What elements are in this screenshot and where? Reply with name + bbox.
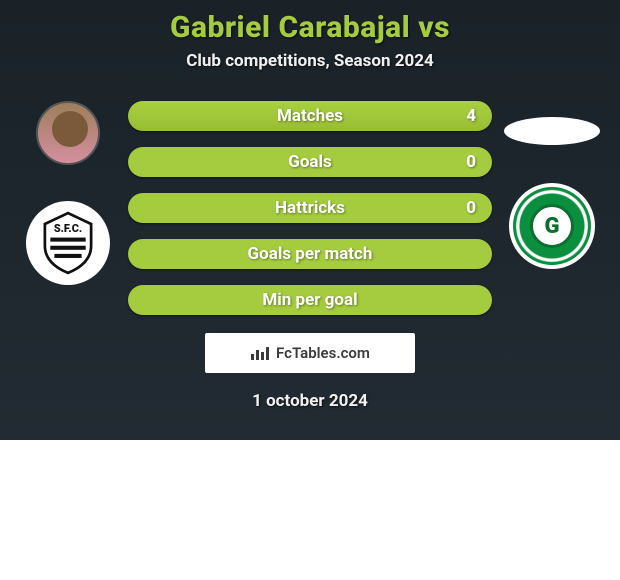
page-subtitle: Club competitions, Season 2024 <box>0 51 620 71</box>
player-avatar-right <box>504 117 600 145</box>
right-side: G <box>492 101 612 315</box>
goias-crest-icon: G <box>530 204 574 248</box>
bar-value: 4 <box>466 106 476 126</box>
player-avatar-left <box>36 101 100 165</box>
bar-label: Min per goal <box>262 290 357 310</box>
bar-value: 0 <box>466 198 476 218</box>
bar-row-goals: Goals 0 <box>128 147 492 177</box>
stat-bars: Matches 4 Goals 0 Hattricks 0 Goals per … <box>128 101 492 315</box>
svg-text:S.F.C.: S.F.C. <box>54 222 82 235</box>
bar-goals: Goals 0 <box>128 147 492 177</box>
bar-value: 0 <box>466 152 476 172</box>
bar-row-gpm: Goals per match <box>128 239 492 269</box>
watermark: FcTables.com <box>205 333 415 373</box>
bar-label: Matches <box>277 106 343 126</box>
bar-chart-icon <box>250 345 270 361</box>
bar-hattricks: Hattricks 0 <box>128 193 492 223</box>
bar-row-hattricks: Hattricks 0 <box>128 193 492 223</box>
bar-row-mpg: Min per goal <box>128 285 492 315</box>
bar-min-per-goal: Min per goal <box>128 285 492 315</box>
bar-label: Hattricks <box>275 198 345 218</box>
bar-label: Goals per match <box>248 244 373 264</box>
santos-crest-icon: S.F.C. <box>34 209 102 277</box>
watermark-text: FcTables.com <box>276 344 370 362</box>
bar-label: Goals <box>288 152 332 172</box>
page-title: Gabriel Carabajal vs <box>0 10 620 45</box>
content-row: S.F.C. Matches 4 Goals 0 <box>0 101 620 315</box>
club-crest-left: S.F.C. <box>26 201 110 285</box>
bar-matches: Matches 4 <box>128 101 492 131</box>
footer-date: 1 october 2024 <box>0 391 620 411</box>
left-side: S.F.C. <box>8 101 128 315</box>
bar-row-matches: Matches 4 <box>128 101 492 131</box>
club-crest-right: G <box>509 183 595 269</box>
bar-goals-per-match: Goals per match <box>128 239 492 269</box>
comparison-card: Gabriel Carabajal vs Club competitions, … <box>0 0 620 440</box>
